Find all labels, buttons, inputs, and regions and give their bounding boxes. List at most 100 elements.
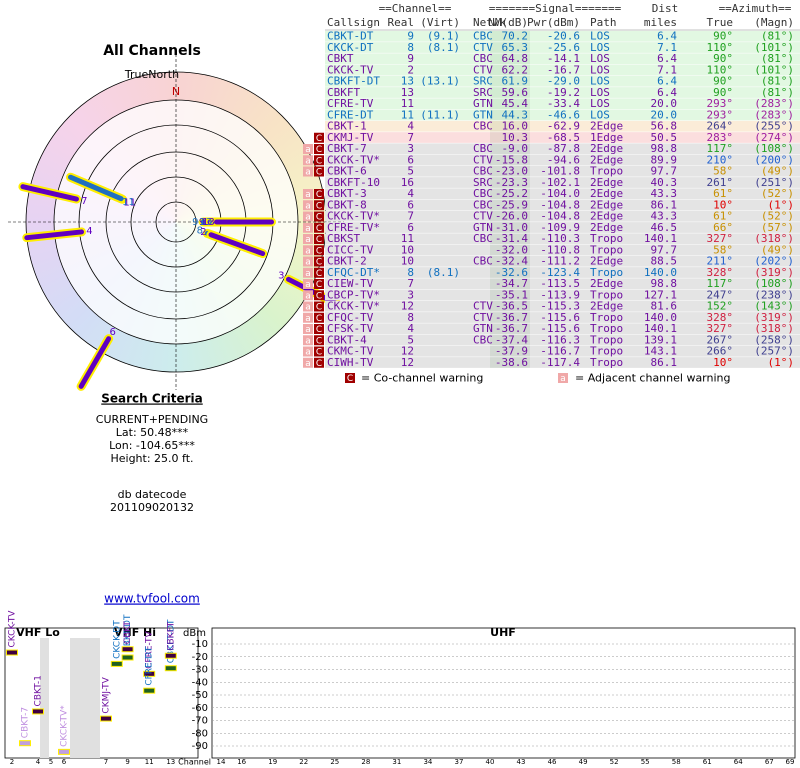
cell-true: 293° — [707, 108, 734, 121]
warn-icon: C — [316, 314, 322, 324]
signal-label: 3 — [278, 271, 284, 282]
cell-path: LOS — [590, 86, 610, 99]
cell-real: 9 — [407, 52, 414, 65]
spectrum-marker — [144, 671, 155, 676]
spectrum-callsign: CKCK-DT — [112, 620, 122, 659]
cell-pwr: -113.9 — [540, 288, 580, 301]
row-bg — [325, 42, 800, 53]
cell-path: LOS — [590, 63, 610, 76]
signal-col-bg — [490, 98, 530, 110]
warn-icon: C — [316, 325, 322, 335]
y-tick-label: -30 — [192, 665, 208, 676]
cell-callsign: CBKT-4 — [327, 333, 367, 346]
row-bg — [325, 300, 800, 312]
cell-pwr: -19.2 — [547, 86, 580, 99]
cell-pwr: -33.4 — [547, 97, 580, 110]
warn-icon: a — [305, 224, 311, 234]
cell-nm: -25.9 — [495, 198, 528, 211]
cell-dist: 89.9 — [651, 153, 678, 166]
cell-magn: (81°) — [761, 75, 794, 88]
cell-magn: (1°) — [768, 198, 795, 211]
cell-nm: -23.3 — [495, 176, 528, 189]
warn-box — [303, 211, 313, 222]
y-tick-label: -70 — [192, 716, 208, 727]
warn-box — [314, 155, 324, 166]
cell-real: 3 — [407, 142, 414, 155]
signal-bar — [24, 229, 85, 241]
signal-col-bg — [490, 312, 530, 323]
y-tick-label: -80 — [192, 728, 208, 739]
x-tick-label: 28 — [361, 758, 370, 766]
cell-real: 16 — [401, 176, 414, 189]
row-bg — [325, 199, 800, 211]
cell-true: 90° — [713, 52, 733, 65]
warn-icon: C — [316, 168, 322, 178]
signal-label: 11 — [123, 197, 136, 208]
band-label: UHF — [490, 626, 516, 639]
cell-real: 13 — [401, 75, 414, 88]
cell-real: 12 — [401, 356, 414, 369]
column-header: Netwk — [473, 16, 506, 29]
cell-dist: 7.1 — [657, 63, 677, 76]
signal-col-bg — [490, 30, 530, 42]
vhf-shade — [70, 638, 100, 758]
cell-path: 2Edge — [590, 300, 623, 313]
cell-callsign: CBKFT-10 — [327, 176, 380, 189]
column-header: NM(dB) — [488, 16, 528, 29]
signal-label: 9 — [199, 217, 205, 228]
cell-nm: -9.0 — [502, 142, 529, 155]
cell-magn: (101°) — [754, 41, 794, 54]
cell-netwk: SRC — [473, 75, 493, 88]
cell-true: 327° — [707, 322, 734, 335]
cell-real: 12 — [401, 300, 414, 313]
adj-icon: a — [560, 374, 566, 384]
cell-callsign: CBKFT — [327, 86, 360, 99]
cell-dist: 43.3 — [651, 210, 678, 223]
warn-icon: C — [316, 359, 322, 369]
warn-icon: C — [316, 224, 322, 234]
cell-magn: (143°) — [754, 300, 794, 313]
x-tick-label: 25 — [330, 758, 339, 766]
column-header: Pwr(dBm) — [527, 16, 580, 29]
cell-true: 10° — [713, 198, 733, 211]
cell-virt: (8.1) — [427, 266, 460, 279]
cell-magn: (274°) — [754, 131, 794, 144]
cell-dist: 6.4 — [657, 86, 677, 99]
cell-nm: 16.0 — [502, 120, 529, 133]
y-tick-label: -50 — [192, 690, 208, 701]
cell-real: 4 — [407, 187, 414, 200]
cell-real: 11 — [401, 232, 414, 245]
row-bg — [325, 109, 800, 121]
row-bg — [325, 289, 800, 301]
cell-true: 58° — [713, 165, 733, 178]
warn-box — [303, 200, 313, 211]
cell-callsign: CFQC-DT* — [327, 266, 380, 279]
link[interactable]: www.tvfool.com — [104, 592, 200, 606]
warn-box — [314, 211, 324, 222]
cell-netwk: CTV — [473, 210, 493, 223]
warn-box — [314, 346, 324, 357]
cell-netwk: CTV — [473, 63, 493, 76]
cell-dist: 81.6 — [651, 300, 678, 313]
cell-true: 110° — [707, 63, 734, 76]
y-tick-label: -90 — [192, 741, 208, 752]
cell-nm: 70.2 — [502, 30, 529, 43]
cell-path: LOS — [590, 75, 610, 88]
signal-col-bg — [490, 267, 530, 278]
cell-callsign: CBKT-6 — [327, 165, 367, 178]
cell-netwk: GTN — [473, 108, 493, 121]
spectrum-marker — [144, 688, 155, 693]
cell-pwr: -68.5 — [547, 131, 580, 144]
cell-nm: -36.7 — [495, 322, 528, 335]
group-header: Dist — [652, 2, 679, 15]
cell-real: 10 — [401, 243, 414, 256]
cell-callsign: CKCK-TV* — [327, 300, 380, 313]
row-bg — [325, 120, 800, 132]
x-tick-label: 52 — [610, 758, 619, 766]
cell-nm: -32.4 — [495, 255, 528, 268]
warn-box — [303, 256, 313, 267]
criteria-line: Lat: 50.48*** — [116, 426, 189, 439]
cell-pwr: -110.3 — [540, 232, 580, 245]
x-tick-label: 46 — [548, 758, 557, 766]
